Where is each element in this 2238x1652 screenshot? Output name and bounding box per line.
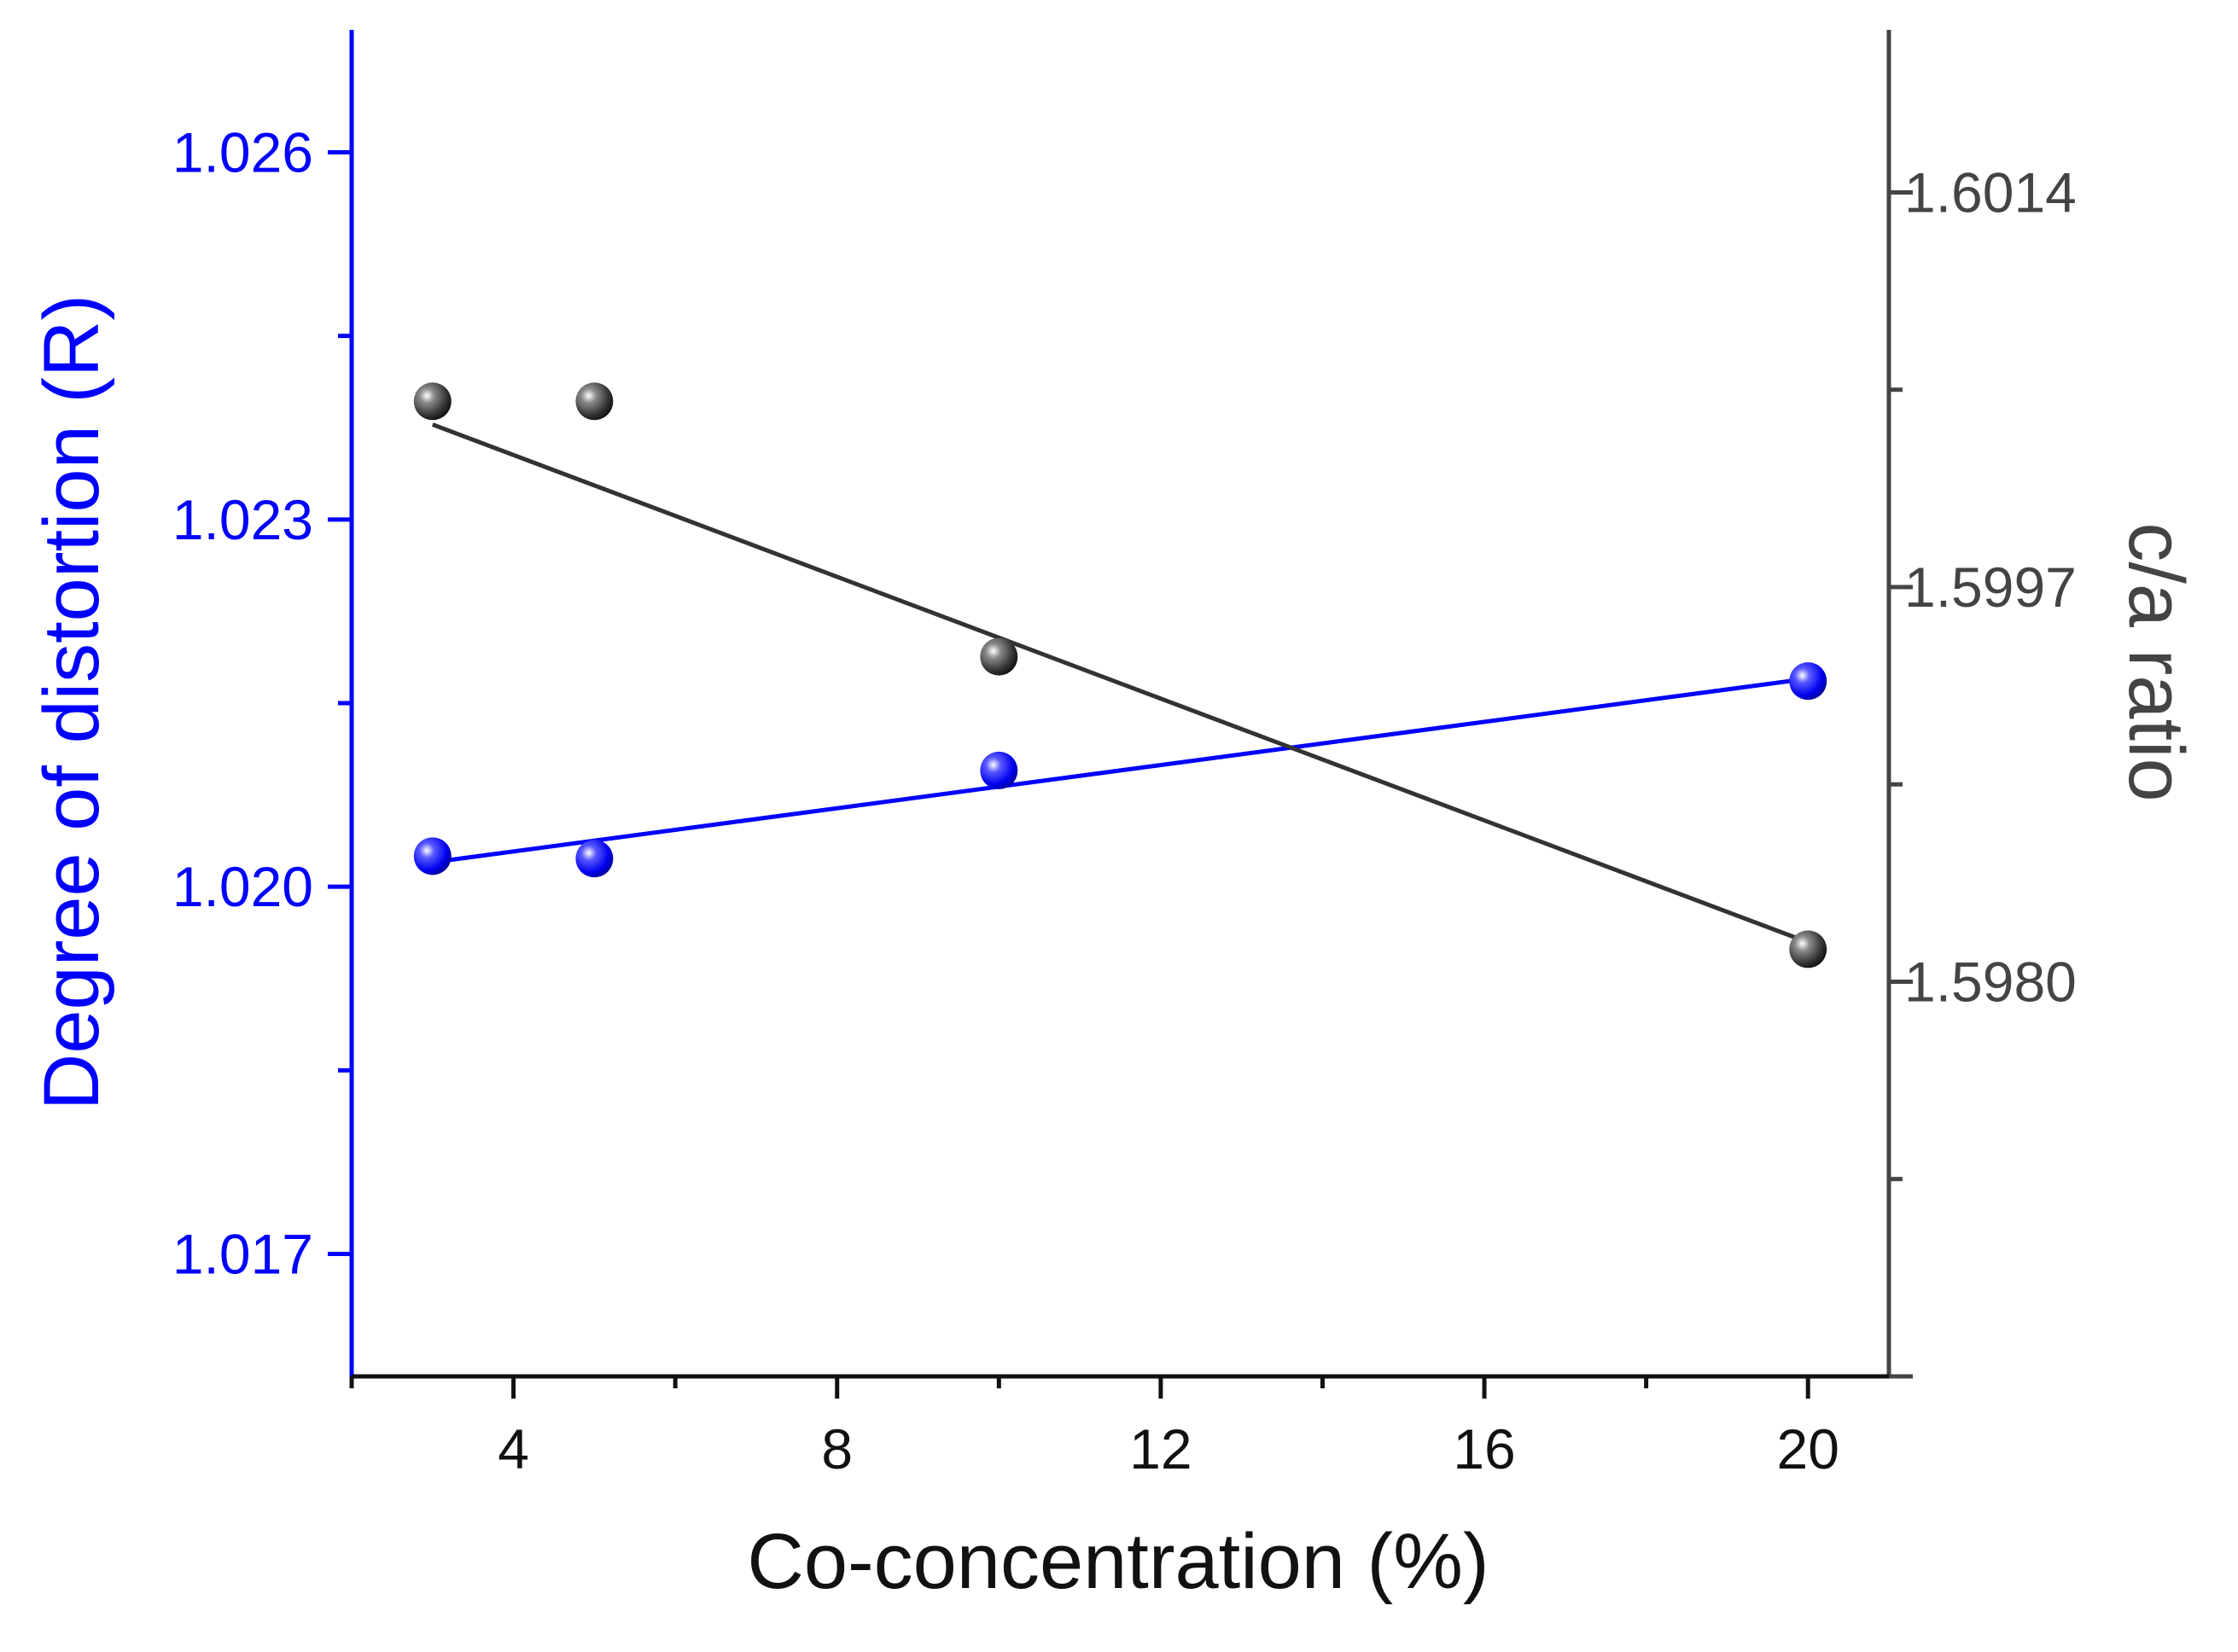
ca-ratio-point: [575, 382, 614, 421]
distortion-point: [575, 840, 614, 878]
left-tick-label: 1.023: [172, 488, 313, 551]
left-tick-label: 1.017: [172, 1223, 313, 1286]
plot-area: 4 8 12 16 20 1.017 1.020 1.023 1.026 1.5980 1.5997…: [172, 30, 2077, 1480]
left-tick-label: 1.026: [172, 120, 313, 183]
distortion-point: [980, 751, 1018, 789]
ca-ratio-point: [413, 382, 452, 421]
x-tick-label: 8: [821, 1417, 853, 1480]
distortion-point: [1789, 662, 1827, 701]
distortion-point: [413, 837, 452, 875]
ca-ratio-fit-line: [431, 422, 1810, 945]
right-axis-title: c/a ratio: [2113, 522, 2200, 801]
left-tick-label: 1.020: [172, 855, 313, 918]
right-tick-label: 1.5997: [1904, 556, 2077, 619]
x-tick-label: 4: [498, 1417, 529, 1480]
x-tick-label: 12: [1129, 1417, 1192, 1480]
x-tick-label: 20: [1776, 1417, 1839, 1480]
distortion-fit-line: [432, 676, 1809, 864]
right-tick-label: 1.6014: [1904, 160, 2077, 224]
x-axis-title: Co-concentration (%): [747, 1518, 1489, 1605]
ca-ratio-point: [1789, 930, 1827, 969]
x-tick-label: 16: [1453, 1417, 1515, 1480]
ca-ratio-point: [980, 637, 1018, 676]
right-tick-label: 1.5980: [1904, 950, 2077, 1013]
left-axis-title: Degree of distortion (R): [28, 294, 115, 1110]
